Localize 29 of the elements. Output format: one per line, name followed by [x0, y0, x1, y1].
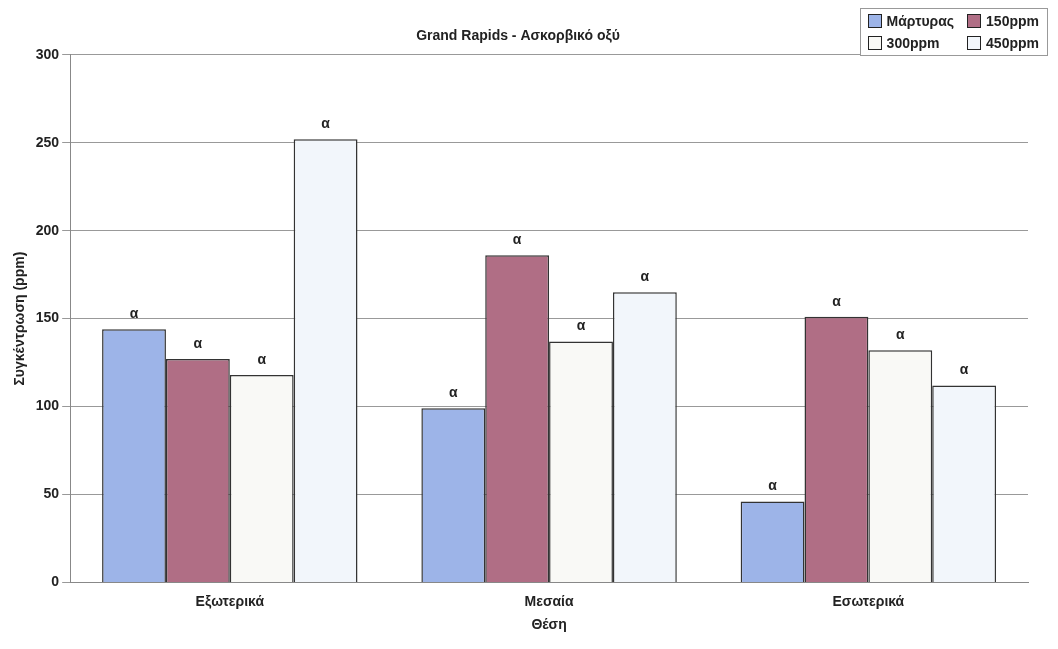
y-tick-label: 50: [43, 485, 60, 502]
data-label: α: [257, 350, 267, 367]
x-tick-label: Εσωτερικά: [832, 592, 905, 609]
y-axis-title: Συγκέντρωση (ppm): [11, 251, 28, 386]
legend-label: 150ppm: [986, 13, 1039, 29]
y-tick-label: 100: [35, 397, 60, 414]
y-tick-label: 150: [35, 309, 60, 326]
x-tick-label: Εξωτερικά: [195, 592, 265, 609]
legend-label: 300ppm: [886, 35, 940, 51]
y-tick-label: 300: [35, 45, 60, 62]
data-label: α: [895, 326, 905, 343]
data-label: α: [512, 231, 522, 248]
legend-label: Μάρτυρας: [886, 13, 955, 29]
data-label: α: [959, 361, 969, 378]
y-tick-label: 0: [51, 573, 60, 590]
data-label: α: [193, 334, 203, 351]
x-axis-title: Θέση: [531, 616, 567, 633]
data-label: α: [129, 305, 139, 322]
data-label: α: [576, 317, 586, 334]
data-label: α: [768, 477, 778, 494]
legend-label: 450ppm: [986, 35, 1039, 51]
data-label: α: [448, 384, 458, 401]
y-tick-label: 250: [35, 133, 60, 150]
data-label: α: [321, 115, 331, 132]
y-tick-label: 200: [35, 221, 60, 238]
data-label: α: [832, 292, 842, 309]
chart-title: Grand Rapids - Ασκορβικό οξύ: [416, 27, 620, 44]
data-label: α: [640, 268, 650, 285]
x-tick-label: Μεσαία: [524, 592, 574, 609]
